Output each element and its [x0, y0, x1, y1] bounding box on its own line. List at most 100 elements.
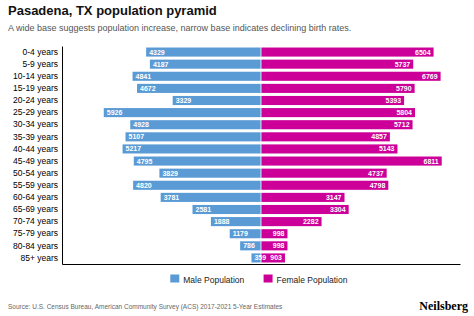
data-label: 4672: [140, 85, 156, 92]
y-tick: 25-29 years: [13, 107, 58, 117]
data-label: 6504: [415, 49, 431, 56]
bar: [261, 217, 322, 226]
y-axis: 0-4 years 5-9 years 10-14 years 15-19 years…: [13, 47, 62, 265]
data-label: 3329: [176, 97, 192, 104]
annotation: Neilsberg: [419, 299, 468, 313]
data-label: 359: [254, 254, 266, 261]
data-label: 4798: [370, 182, 386, 189]
bar: [230, 229, 261, 238]
data-label: 4820: [136, 182, 152, 189]
data-label: 3829: [162, 170, 178, 177]
data-label: 6769: [422, 73, 438, 80]
y-tick-label: 40-44 years: [13, 144, 58, 154]
data-label: 4737: [368, 170, 384, 177]
bar: [261, 193, 345, 202]
data-label: 998: [273, 242, 285, 249]
bar: [125, 132, 261, 141]
bar: [261, 157, 442, 166]
bar: [261, 84, 415, 93]
bar: [104, 108, 261, 117]
bar: [133, 181, 261, 190]
x-axis-line: [63, 264, 461, 265]
y-tick: 5-9 years: [23, 59, 58, 69]
legend-label: Male Population: [183, 275, 244, 285]
data-label: 5107: [128, 133, 144, 140]
data-label: 998: [273, 230, 285, 237]
y-tick: 70-74 years: [13, 216, 58, 226]
title: Pasadena, TX population pyramid: [8, 3, 217, 18]
bar: [261, 169, 387, 178]
data-label: 4928: [133, 121, 149, 128]
y-tick-label: 55-59 years: [13, 180, 58, 190]
legend-item: Female Population: [264, 275, 348, 285]
y-tick-label: 30-34 years: [13, 119, 58, 129]
y-tick: 80-84 years: [13, 241, 58, 251]
legend-swatch: [170, 275, 179, 283]
bar: [159, 169, 261, 178]
bar: [133, 72, 261, 81]
y-tick-label: 75-79 years: [13, 228, 58, 238]
y-tick-label: 70-74 years: [13, 216, 58, 226]
bar: [173, 96, 261, 105]
data-label: 1888: [214, 218, 230, 225]
y-tick-label: 35-39 years: [13, 132, 58, 142]
y-tick: 75-79 years: [13, 228, 58, 238]
data-label: 5143: [379, 145, 395, 152]
bar: [261, 132, 390, 141]
data-label: 2581: [196, 206, 212, 213]
data-label: 5926: [107, 109, 123, 116]
x-axis: [63, 264, 461, 265]
data-label: 5712: [394, 121, 410, 128]
data-label: 4795: [137, 158, 153, 165]
legend-swatch: [264, 275, 273, 283]
bar: [161, 193, 261, 202]
y-tick-label: 10-14 years: [13, 71, 58, 81]
bars: [104, 46, 442, 264]
data-label: 4857: [371, 133, 387, 140]
y-tick-label: 25-29 years: [13, 107, 58, 117]
y-tick-label: 15-19 years: [13, 83, 58, 93]
y-tick: 45-49 years: [13, 156, 58, 166]
y-tick: 35-39 years: [13, 132, 58, 142]
data-label: 3147: [326, 194, 342, 201]
y-tick-label: 0-4 years: [23, 47, 58, 57]
legend: Male Population Female Population: [170, 275, 347, 285]
y-tick-label: 65-69 years: [13, 204, 58, 214]
y-tick-label: 60-64 years: [13, 192, 58, 202]
chart: Pasadena, TX population pyramidA wide ba…: [0, 0, 474, 316]
data-label: 3781: [164, 194, 180, 201]
data-label: 1179: [233, 230, 248, 237]
y-tick-label: 50-54 years: [13, 168, 58, 178]
data-label: 5804: [396, 109, 412, 116]
y-axis-line: [62, 47, 63, 265]
data-label: 903: [270, 254, 282, 261]
y-tick: 20-24 years: [13, 95, 58, 105]
y-tick: 85+ years: [20, 253, 58, 263]
y-tick: 60-64 years: [13, 192, 58, 202]
bar: [261, 72, 441, 81]
y-tick: 55-59 years: [13, 180, 58, 190]
bar: [134, 157, 261, 166]
data-label: 2282: [303, 218, 319, 225]
data-label: 5217: [126, 145, 142, 152]
bar: [261, 144, 397, 153]
bar: [261, 108, 415, 117]
y-tick: 40-44 years: [13, 144, 58, 154]
data-label: 4329: [149, 49, 165, 56]
bar: [261, 60, 413, 69]
y-tick-label: 85+ years: [20, 253, 58, 263]
data-label: 4187: [153, 61, 169, 68]
bar: [261, 181, 388, 190]
plot: 4329 41874841 4672 3329 5926 4928 5107 5217 4795…: [13, 46, 460, 265]
y-tick: 15-19 years: [13, 83, 58, 93]
data-label: 4841: [136, 73, 152, 80]
y-tick-label: 80-84 years: [13, 241, 58, 251]
legend-item: Male Population: [170, 275, 244, 285]
legend-label: Female Population: [277, 275, 348, 285]
bar: [261, 241, 287, 250]
y-tick: 50-54 years: [13, 168, 58, 178]
bar: [240, 241, 261, 250]
bar: [150, 60, 261, 69]
data-labels: 4329 41874841 4672 3329 5926 4928 5107 5217 4795…: [107, 49, 439, 262]
bar: [261, 48, 434, 57]
